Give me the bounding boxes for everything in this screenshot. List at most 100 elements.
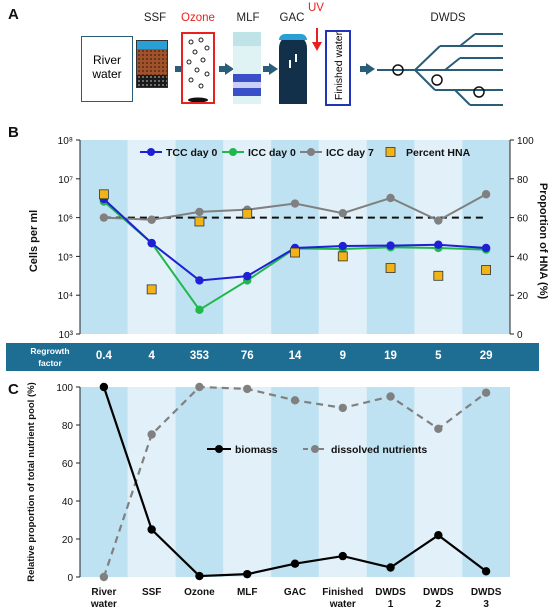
point-icc-day-7 xyxy=(386,193,395,203)
chart-b: 10³ 10⁴ 10⁵ 10⁶ 10⁷ 10⁸ 0 20 40 60 80 100 TCC day … xyxy=(28,136,549,340)
chart-b-band xyxy=(462,140,510,334)
x-category-label: water xyxy=(329,599,356,610)
chart-b-ytick-label: 10⁴ xyxy=(58,291,73,302)
legend-label-percent-hna: Percent HNA xyxy=(406,147,471,159)
point-dissolved-nutrients xyxy=(338,403,347,413)
chart-b-band xyxy=(318,140,367,334)
ssf-filter-icon xyxy=(136,40,168,88)
stage-label-mlf: MLF xyxy=(236,12,260,24)
chart-b-ytick-label: 10⁷ xyxy=(58,175,73,186)
uv-arrow-icon xyxy=(312,28,322,51)
point-dissolved-nutrients xyxy=(386,392,395,401)
point-biomass xyxy=(386,563,395,572)
stage-label-gac: GAC xyxy=(279,12,305,24)
flow-arrow-4 xyxy=(263,63,278,75)
chart-b-band xyxy=(175,140,224,334)
x-category-label: 2 xyxy=(436,599,442,610)
panel-a-letter: A xyxy=(8,6,19,23)
chart-b-band xyxy=(414,140,463,334)
stage-label-ssf: SSF xyxy=(143,12,167,24)
point-icc-day-7 xyxy=(99,213,109,222)
x-category-label: 1 xyxy=(388,599,394,610)
flow-arrow-5 xyxy=(360,63,375,75)
point-percent-hna xyxy=(481,265,492,275)
point-tcc-day-0 xyxy=(147,238,156,248)
point-tcc-day-0 xyxy=(481,243,491,253)
regrowth-value: 19 xyxy=(384,350,397,362)
chart-c-ytick-label: 0 xyxy=(67,573,73,584)
point-percent-hna xyxy=(290,247,300,258)
regrowth-value: 9 xyxy=(339,350,346,362)
chart-c-band xyxy=(462,387,510,577)
chart-b-ytick-label: 10⁶ xyxy=(58,214,73,225)
chart-c-ytick-label: 40 xyxy=(62,497,74,508)
ozone-column-icon xyxy=(181,32,215,104)
legend-label-tcc-day-0: TCC day 0 xyxy=(166,147,218,159)
mlf-membrane-icon xyxy=(233,32,261,104)
chart-b-y2tick-label: 40 xyxy=(517,252,529,263)
regrowth-value: 29 xyxy=(479,350,493,362)
x-category-label: SSF xyxy=(142,587,161,598)
chart-c-band xyxy=(318,387,367,577)
stage-label-dwds: DWDS xyxy=(430,12,466,24)
chart-b-y2tick-label: 100 xyxy=(517,136,534,147)
regrowth-value: 14 xyxy=(288,350,302,362)
point-tcc-day-0 xyxy=(338,241,347,251)
point-tcc-day-0 xyxy=(195,276,204,285)
river-water-line2: water xyxy=(92,67,122,81)
gac-filter-icon xyxy=(279,34,307,104)
river-water-line1: River xyxy=(92,53,121,67)
point-dissolved-nutrients xyxy=(434,424,443,433)
point-biomass xyxy=(243,569,252,579)
chart-b-y2tick-label: 0 xyxy=(517,330,523,340)
legend-label-biomass: biomass xyxy=(235,444,278,456)
chart-b-ytick-label: 10⁸ xyxy=(58,136,73,147)
panel-b-letter: B xyxy=(8,124,19,141)
legend-marker-icc-day-7 xyxy=(307,148,315,156)
chart-b-band xyxy=(223,140,272,334)
point-dissolved-nutrients xyxy=(195,382,204,392)
x-category-label: 3 xyxy=(483,599,489,610)
point-icc-day-7 xyxy=(338,208,347,218)
point-icc-day-7 xyxy=(290,199,300,208)
point-tcc-day-0 xyxy=(243,271,252,281)
legend-marker-percent-hna xyxy=(385,147,396,157)
river-water-box: River water xyxy=(81,36,133,102)
chart-b-band xyxy=(271,140,319,334)
point-biomass xyxy=(195,571,204,581)
chart-b-y2tick-label: 60 xyxy=(517,214,529,225)
point-dissolved-nutrients xyxy=(243,384,252,394)
point-icc-day-7 xyxy=(147,215,156,224)
legend-label-icc-day-7: ICC day 7 xyxy=(326,147,374,159)
regrowth-label-line2: factor xyxy=(38,358,62,368)
x-category-label: water xyxy=(90,599,117,610)
finished-water-label: Finished water xyxy=(333,31,345,101)
regrowth-band: Regrowth factor 0.4 4 353 76 14 9 19 5 29 xyxy=(6,343,539,371)
legend-label-dissolved-nutrients: dissolved nutrients xyxy=(331,444,427,456)
chart-c-ytick-label: 100 xyxy=(56,383,73,394)
chart-b-ytick-label: 10³ xyxy=(59,330,74,340)
point-biomass xyxy=(434,531,443,540)
x-category-label: GAC xyxy=(284,587,306,598)
point-percent-hna xyxy=(337,251,348,262)
chart-b-band xyxy=(80,140,128,334)
regrowth-label-line1: Regrowth xyxy=(30,346,70,356)
legend-marker-dissolved-nutrients xyxy=(311,445,319,453)
chart-b-bands xyxy=(80,140,510,334)
finished-water-box: Finished water xyxy=(325,30,351,106)
regrowth-value: 76 xyxy=(240,350,254,362)
chart-b-band xyxy=(127,140,176,334)
chart-b-ytick-label: 10⁵ xyxy=(58,252,73,263)
point-tcc-day-0 xyxy=(386,241,395,250)
regrowth-value: 5 xyxy=(435,350,442,362)
point-percent-hna xyxy=(242,208,253,219)
legend-marker-icc-day-0 xyxy=(229,148,237,156)
point-percent-hna xyxy=(98,189,109,200)
flow-arrow-3 xyxy=(219,63,234,75)
point-dissolved-nutrients xyxy=(481,388,491,397)
x-category-label: DWDS xyxy=(471,587,502,598)
point-dissolved-nutrients xyxy=(147,430,156,439)
chart-c-band xyxy=(80,387,128,577)
chart-c-ytick-label: 60 xyxy=(62,459,74,470)
